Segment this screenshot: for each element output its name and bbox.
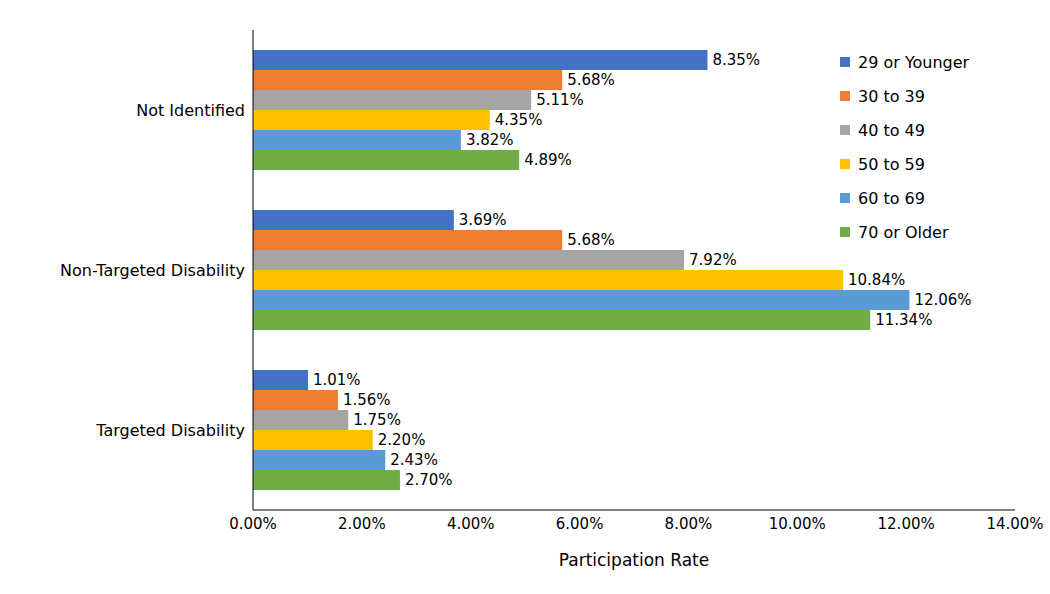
svg-text:5.11%: 5.11% [536,91,584,109]
svg-text:1.56%: 1.56% [343,391,391,409]
svg-text:2.00%: 2.00% [338,515,386,533]
svg-text:Non-Targeted Disability: Non-Targeted Disability [60,261,245,280]
html-text:30 to 39: 30 to 39 [858,86,925,106]
svg-text:14.00%: 14.00% [986,515,1042,533]
svg-text:Participation Rate: Participation Rate [559,550,710,570]
svg-text:Not Identified: Not Identified [136,101,245,120]
svg-text:12.00%: 12.00% [878,515,935,533]
svg-text:5.68%: 5.68% [567,71,615,89]
svg-text:6.00%: 6.00% [556,515,604,533]
svg-text:2.70%: 2.70% [405,471,453,489]
html-text:60 to 69: 60 to 69 [858,188,925,208]
svg-text:7.92%: 7.92% [689,251,737,269]
svg-text:Targeted Disability: Targeted Disability [95,421,245,440]
svg-text:12.06%: 12.06% [914,291,971,309]
svg-text:10.84%: 10.84% [848,271,905,289]
html-text:40 to 49: 40 to 49 [858,120,925,140]
svg-text:8.00%: 8.00% [665,515,713,533]
svg-text:0.00%: 0.00% [229,515,277,533]
svg-text:4.00%: 4.00% [447,515,495,533]
html-text:70 or Older: 70 or Older [858,222,949,242]
svg-text:8.35%: 8.35% [712,51,760,69]
svg-text:3.82%: 3.82% [466,131,514,149]
svg-text:1.01%: 1.01% [313,371,361,389]
svg-text:1.75%: 1.75% [353,411,401,429]
html-text:50 to 59: 50 to 59 [858,154,925,174]
html-text:29 or Younger: 29 or Younger [858,52,970,72]
svg-text:2.43%: 2.43% [390,451,438,469]
svg-text:11.34%: 11.34% [875,311,932,329]
svg-text:3.69%: 3.69% [459,211,507,229]
svg-text:2.20%: 2.20% [378,431,426,449]
svg-text:4.35%: 4.35% [495,111,543,129]
svg-text:5.68%: 5.68% [567,231,615,249]
svg-text:10.00%: 10.00% [769,515,826,533]
svg-text:4.89%: 4.89% [524,151,572,169]
